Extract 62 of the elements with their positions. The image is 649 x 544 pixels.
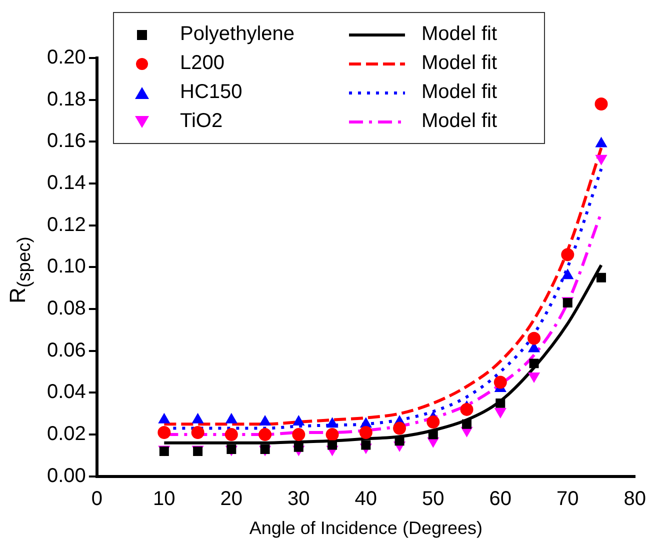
point [462,419,472,429]
point [496,398,506,408]
point [594,98,608,111]
point [326,418,338,428]
legend-label: Model fit [421,81,498,104]
point [326,428,339,442]
point [292,428,306,442]
point [361,440,371,450]
point [224,428,238,442]
x-tick-label: 20 [220,488,243,510]
x-tick-label: 30 [288,488,310,510]
point [259,416,271,426]
y-tick-label: 0.14 [46,172,86,194]
x-tick-label: 0 [91,488,102,510]
y-tick-label: 0.02 [46,423,86,446]
point [596,154,607,165]
point [426,416,440,429]
point [562,269,574,280]
point [393,422,406,435]
legend-label: TiO2 [180,110,223,133]
legend-label: Polyethylene [180,23,295,46]
y-tick-label: 0.00 [46,464,86,487]
y-tick-label: 0.08 [46,298,86,320]
legend-label: Model fit [421,110,498,133]
point [226,413,238,424]
x-axis-title: Angle of Incidence (Degrees) [249,518,482,538]
point [328,440,338,450]
legend-label: Model fit [421,23,498,46]
point [292,416,304,426]
x-tick-label: 40 [354,488,378,510]
y-tick-label: 0.18 [46,88,86,110]
x-tick-label: 70 [556,488,579,510]
point [260,444,270,454]
point [294,442,304,452]
y-tick-label: 0.06 [46,339,86,362]
y-tick-label: 0.04 [46,381,86,404]
point [561,248,574,262]
x-tick-label: 10 [153,488,176,510]
point [428,430,438,440]
point [192,413,204,424]
point [158,426,171,439]
y-tick-label: 0.16 [46,130,86,152]
point [460,402,474,416]
point [158,413,170,424]
point [258,428,272,442]
y-tick-label: 0.20 [46,46,86,69]
x-tick-label: 80 [624,488,646,510]
x-tick-label: 60 [489,488,512,510]
point [394,436,404,446]
legend-label: HC150 [180,81,242,104]
point [494,376,507,389]
legend-label: Model fit [421,52,498,75]
legend-label: L200 [180,52,224,75]
point [359,426,372,439]
x-tick-label: 50 [422,488,444,510]
point [596,272,606,282]
y-tick-label: 0.12 [46,214,86,236]
point [191,426,204,439]
point [529,358,539,368]
point [528,332,541,345]
y-tick-label: 0.10 [46,256,86,278]
point [226,444,236,454]
